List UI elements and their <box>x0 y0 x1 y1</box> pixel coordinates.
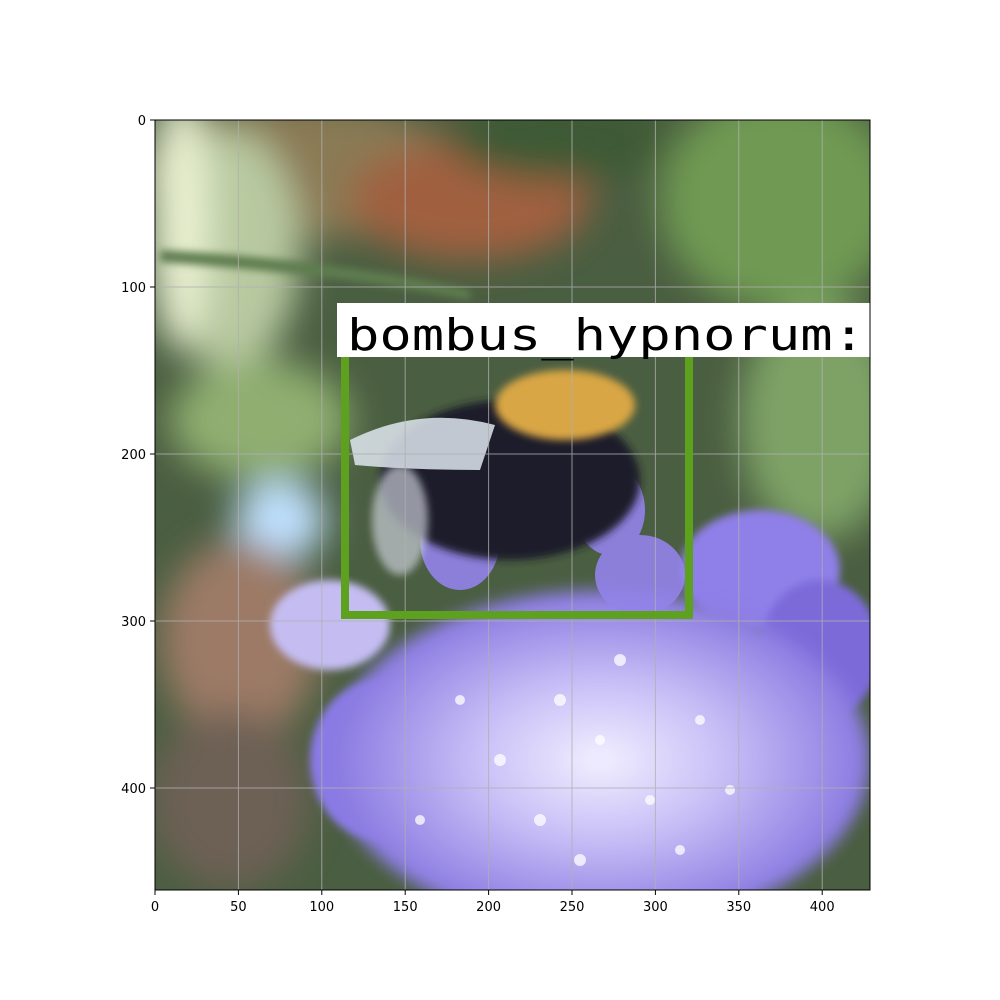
x-tick-label: 100 <box>309 900 334 915</box>
x-tick-label: 0 <box>151 900 159 915</box>
x-tick-label: 50 <box>230 900 247 915</box>
y-tick-label: 300 <box>121 615 146 630</box>
x-tick-label: 350 <box>726 900 751 915</box>
y-tick-label: 200 <box>121 448 146 463</box>
flower <box>270 460 870 890</box>
x-tick-label: 300 <box>643 900 668 915</box>
detection-label-bg <box>337 303 870 357</box>
detection-label: bombus_hypnorum: <box>347 310 865 361</box>
background-foliage <box>155 120 870 890</box>
axes-frame <box>154 119 871 891</box>
y-tick-label: 100 <box>121 281 146 296</box>
x-tick-label: 200 <box>476 900 501 915</box>
y-tick-label: 0 <box>138 114 146 129</box>
x-tick-label: 400 <box>810 900 835 915</box>
photo <box>155 120 870 890</box>
y-axis <box>150 119 155 789</box>
x-tick-label: 250 <box>560 900 585 915</box>
x-tick-label: 150 <box>393 900 418 915</box>
y-tick-label: 400 <box>121 782 146 797</box>
bumblebee <box>350 370 640 575</box>
x-axis <box>154 890 823 895</box>
